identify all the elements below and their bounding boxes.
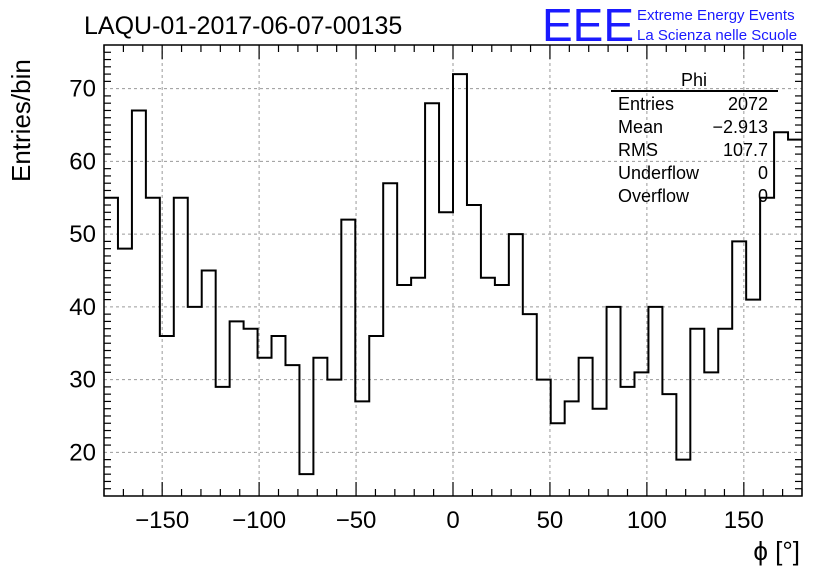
x-tick-label: 150	[724, 507, 764, 534]
x-tick-labels: −150 −100 −50 0 50 100 150	[135, 507, 764, 534]
stats-row-value: 0	[758, 163, 768, 183]
x-tick-label: −50	[336, 507, 377, 534]
stats-row-value: −2.913	[712, 117, 768, 137]
stats-box-title: Phi	[681, 70, 707, 90]
stats-row-label: Overflow	[618, 186, 690, 206]
eee-logo-line2: La Scienza nelle Scuole	[637, 27, 797, 44]
plot-frame	[103, 44, 803, 497]
y-tick-label: 50	[69, 221, 96, 248]
stats-box: Phi Entries 2072 Mean −2.913 RMS 107.7 Underfl…	[611, 70, 778, 206]
chart-title: LAQU-01-2017-06-07-00135	[84, 12, 402, 40]
stats-row-value: 0	[758, 186, 768, 206]
x-tick-label: 50	[537, 507, 564, 534]
y-axis-label: Entries/bin	[6, 59, 36, 182]
stats-row-label: Entries	[618, 94, 674, 114]
y-tick-label: 60	[69, 148, 96, 175]
eee-logo-line1: Extreme Energy Events	[637, 7, 795, 24]
x-tick-label: −150	[135, 507, 189, 534]
stats-row-label: Mean	[618, 117, 663, 137]
y-tick-labels: 20 30 40 50 60 70	[69, 76, 96, 467]
stats-row-value: 2072	[728, 94, 768, 114]
y-tick-label: 40	[69, 294, 96, 321]
histogram-series	[104, 73, 802, 476]
x-axis-label: ϕ [°]	[753, 536, 800, 566]
stats-row-label: RMS	[618, 140, 658, 160]
axis-ticks	[103, 45, 803, 496]
stats-row-value: 107.7	[723, 140, 768, 160]
y-tick-label: 30	[69, 367, 96, 394]
x-tick-label: 0	[446, 507, 459, 534]
stats-row-label: Underflow	[618, 163, 700, 183]
x-tick-label: 100	[627, 507, 667, 534]
eee-logo: EEE Extreme Energy Events La Scienza nel…	[542, 0, 797, 51]
eee-logo-mark: EEE	[542, 0, 634, 51]
y-tick-label: 70	[69, 76, 96, 103]
y-tick-label: 20	[69, 439, 96, 466]
x-tick-label: −100	[232, 507, 286, 534]
